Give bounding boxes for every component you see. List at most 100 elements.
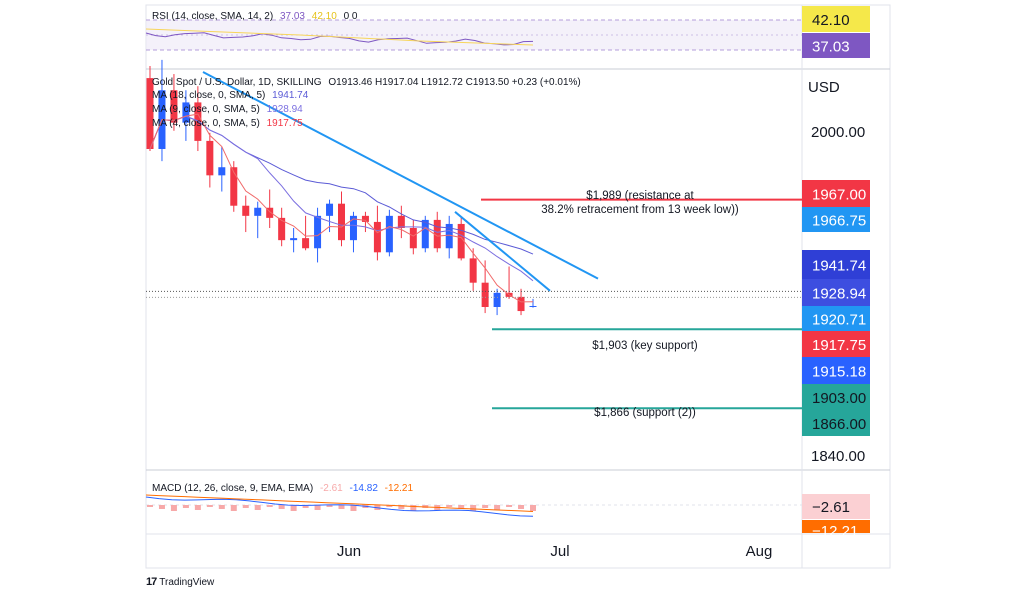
price-badge-label: 1966.75 (812, 213, 866, 230)
price-badge-label: 1920.71 (812, 312, 866, 329)
macd-histogram-bar (458, 505, 465, 509)
macd-histogram-bar (326, 505, 333, 507)
macd-histogram-bar (254, 505, 261, 510)
ma9-label: MA (9, close, 0, SMA, 5) (152, 104, 260, 115)
candle-body (242, 205, 250, 216)
price-badge (802, 180, 870, 207)
candle-body (529, 305, 537, 307)
time-axis-label: Aug (746, 543, 773, 560)
macd-histogram-bar (218, 505, 225, 509)
candle-body (373, 221, 381, 253)
candle-body (230, 167, 238, 206)
candle-body (361, 215, 369, 222)
candle-body (397, 215, 405, 228)
candle-body (326, 203, 334, 216)
macd-histogram-bar (506, 505, 513, 507)
rsi-sma-line (145, 28, 534, 46)
price-axis-currency: USD (808, 79, 840, 96)
rsi-badge (802, 6, 870, 32)
resistance-annotation-line2: 38.2% retracement from 13 week low)) (541, 204, 739, 216)
macd-signal-line (145, 494, 534, 512)
candle-body (254, 207, 262, 216)
macd-line (145, 496, 534, 517)
candle-body (182, 102, 190, 123)
rsi-sma-value: 42.10 (311, 11, 337, 22)
macd-legend: MACD (12, 26, close, 9, EMA, EMA) -2.61 … (152, 483, 413, 495)
macd-histogram-bar (170, 505, 177, 511)
candle-body (517, 296, 525, 312)
price-badge-label: 1917.75 (812, 337, 866, 354)
trendline-upper (202, 71, 599, 280)
rsi-band (146, 20, 802, 50)
macd-histogram-bar (530, 505, 536, 511)
macd-histogram-bar (158, 505, 165, 509)
candle-body (146, 78, 154, 149)
macd-histogram-bar (410, 505, 417, 511)
macd-histogram-bar (302, 505, 309, 508)
price-badge-label: 1941.74 (812, 258, 866, 275)
ma18-value: 1941.74 (272, 90, 309, 101)
macd-histogram-bar (147, 505, 153, 507)
time-axis-label: Jun (337, 543, 361, 560)
macd-histogram-bar (386, 505, 393, 507)
symbol-label: Gold Spot / U.S. Dollar, 1D, SKILLING (152, 77, 322, 88)
price-badge (802, 331, 870, 357)
price-badge (802, 250, 870, 279)
price-badge-label: 1915.18 (812, 364, 866, 381)
macd-badge-label: −2.61 (812, 499, 850, 516)
macd-histogram-bar (350, 505, 357, 511)
macd-histogram-bar (398, 505, 405, 509)
candle-body (206, 140, 214, 176)
ma4-value: 1917.75 (266, 118, 303, 129)
candle-body (194, 102, 202, 141)
candle-body (457, 223, 465, 259)
macd-badge (802, 494, 870, 519)
candle-body (218, 167, 226, 176)
rsi-badge-label: 37.03 (812, 39, 850, 56)
candle-body (433, 219, 441, 249)
macd-histogram-bar (314, 505, 321, 510)
ohlc-values: O1913.46 H1917.04 L1912.72 C1913.50 +0.2… (328, 77, 581, 88)
tradingview-logo-icon: 17 (146, 576, 157, 588)
rsi-legend-label: RSI (14, close, SMA, 14, 2) (152, 11, 274, 22)
ma18-legend: MA (18, close, 0, SMA, 5) 1941.74 (152, 90, 308, 102)
brand-label: TradingView (159, 576, 215, 588)
rsi-badge (802, 33, 870, 58)
candle-body (349, 215, 357, 241)
price-tick-label: 1840.00 (811, 448, 865, 465)
candle-body (338, 203, 345, 241)
price-badge-label: 1967.00 (812, 187, 866, 204)
rsi-line (145, 32, 534, 46)
chart-frame (145, 4, 891, 569)
price-badge (802, 357, 870, 384)
tradingview-brand[interactable]: 17 TradingView (146, 576, 214, 588)
price-badge-label: 1866.00 (812, 416, 866, 433)
rsi-badge-label: 42.10 (812, 12, 850, 29)
ma18-label: MA (18, close, 0, SMA, 5) (152, 90, 266, 101)
candle-body (469, 258, 477, 283)
macd-signal-value: -12.21 (384, 483, 414, 494)
candle-body (493, 292, 501, 307)
time-axis-label: Jul (550, 543, 569, 560)
ma4-legend: MA (4, close, 0, SMA, 5) 1917.75 (152, 118, 303, 130)
macd-histogram-bar (242, 505, 249, 508)
macd-histogram-bar (518, 505, 525, 509)
ma4-label: MA (4, close, 0, SMA, 5) (152, 118, 260, 129)
ma9-legend: MA (9, close, 0, SMA, 5) 1928.94 (152, 104, 303, 116)
macd-histogram-bar (182, 505, 189, 508)
price-badge (802, 410, 870, 436)
price-badge-label: 1903.00 (812, 390, 866, 407)
ma9-value: 1928.94 (266, 104, 303, 115)
macd-histogram-bar (230, 505, 237, 511)
candle-body (302, 238, 310, 249)
candle-body (278, 217, 286, 241)
candle-body (266, 207, 274, 218)
macd-legend-label: MACD (12, 26, close, 9, EMA, EMA) (152, 483, 314, 494)
price-badge (802, 306, 870, 331)
macd-histogram-bar (266, 505, 273, 507)
resistance-annotation-line1: $1,989 (resistance at (586, 190, 694, 202)
price-badge-label: 1928.94 (812, 286, 866, 303)
macd-histogram-bar (206, 505, 213, 507)
